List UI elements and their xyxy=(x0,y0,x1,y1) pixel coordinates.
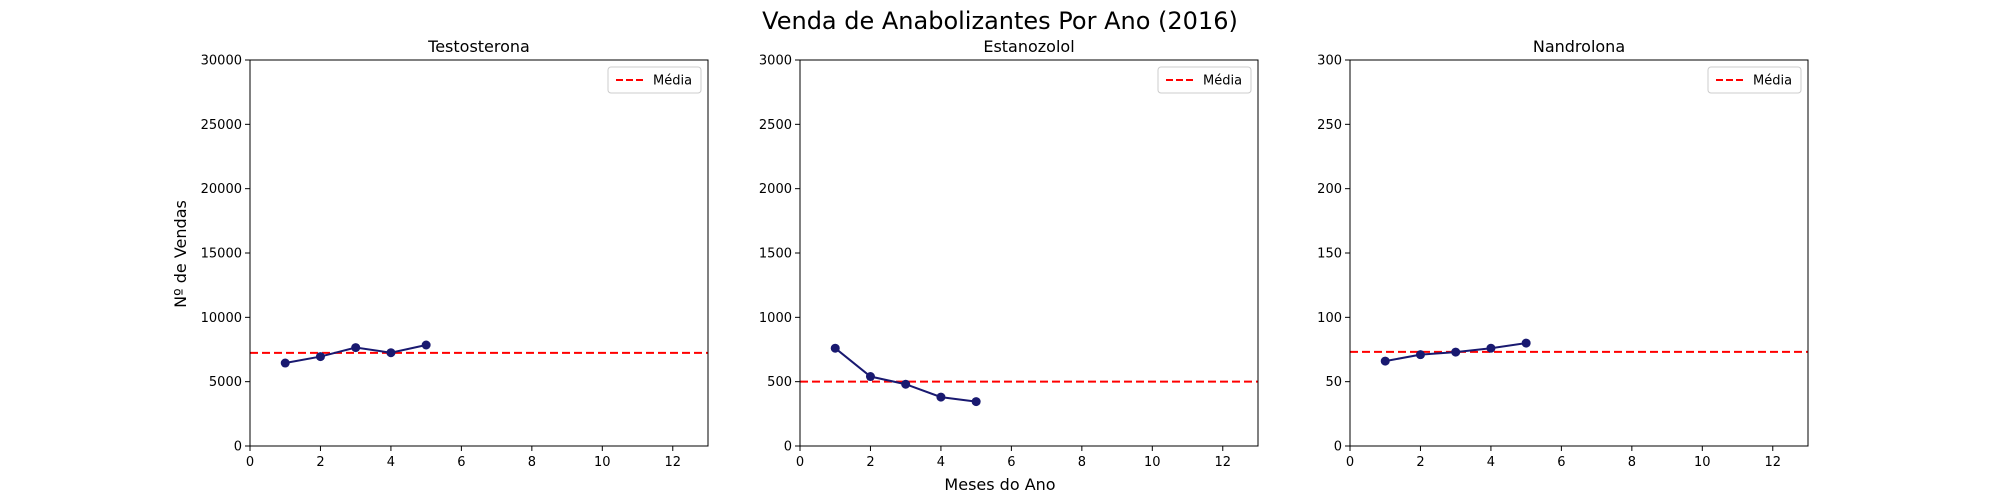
y-tick-label: 0 xyxy=(1334,440,1342,455)
subplot-2: Estanozolol 0 2 4 6 8 10 12 0 500 1000 1500 2000 2500… xyxy=(759,37,1259,470)
x-tick-label: 0 xyxy=(246,455,254,470)
axes-frame xyxy=(1349,59,1809,447)
data-point xyxy=(1451,347,1461,357)
x-tick-label: 6 xyxy=(457,455,465,470)
y-axis-label: Nº de Vendas xyxy=(171,200,190,308)
legend: Média xyxy=(1157,66,1252,94)
legend-box xyxy=(1157,66,1252,94)
data-point xyxy=(1380,356,1390,366)
y-tick-label: 1000 xyxy=(759,311,792,326)
x-tick-label: 12 xyxy=(1214,455,1231,470)
x-tick-label: 2 xyxy=(316,455,324,470)
legend-label: Média xyxy=(1203,74,1242,89)
x-tick-label: 12 xyxy=(664,455,681,470)
y-tick-label: 300 xyxy=(1317,54,1342,69)
x-tick-label: 0 xyxy=(796,455,804,470)
x-tick-label: 2 xyxy=(866,455,874,470)
axes-frame xyxy=(249,59,709,447)
subplot-title: Testosterona xyxy=(427,37,530,56)
subplot-1: Testosterona 0 2 4 6 8 10 12 0 5000 10000 15000 2000… xyxy=(201,37,709,470)
y-tick-label: 25000 xyxy=(201,118,242,133)
y-tick-label: 250 xyxy=(1317,118,1342,133)
data-point xyxy=(901,379,911,389)
axes-frame xyxy=(799,59,1259,447)
data-point xyxy=(280,358,290,368)
data-point xyxy=(865,372,875,382)
data-point xyxy=(1486,343,1496,353)
x-tick-label: 8 xyxy=(528,455,536,470)
x-tick-label: 4 xyxy=(387,455,395,470)
subplot-title: Nandrolona xyxy=(1533,37,1625,56)
data-point xyxy=(1521,338,1531,348)
y-tick-label: 50 xyxy=(1325,375,1342,390)
y-tick-label: 150 xyxy=(1317,247,1342,262)
x-tick-label: 6 xyxy=(1007,455,1015,470)
data-point xyxy=(386,348,396,358)
x-axis-label: Meses do Ano xyxy=(944,475,1055,494)
x-tick-label: 2 xyxy=(1416,455,1424,470)
legend: Média xyxy=(607,66,702,94)
y-tick-label: 500 xyxy=(767,375,792,390)
data-point xyxy=(830,343,840,353)
y-tick-label: 0 xyxy=(234,440,242,455)
y-tick-label: 15000 xyxy=(201,247,242,262)
x-tick-label: 4 xyxy=(937,455,945,470)
data-point xyxy=(351,343,361,353)
x-tick-label: 10 xyxy=(1694,455,1711,470)
x-tick-label: 8 xyxy=(1628,455,1636,470)
legend-box xyxy=(607,66,702,94)
y-tick-label: 3000 xyxy=(759,54,792,69)
y-tick-label: 10000 xyxy=(201,311,242,326)
x-tick-label: 0 xyxy=(1346,455,1354,470)
legend: Média xyxy=(1707,66,1802,94)
legend-label: Média xyxy=(1753,74,1792,89)
y-tick-label: 0 xyxy=(784,440,792,455)
x-tick-label: 12 xyxy=(1764,455,1781,470)
legend-box xyxy=(1707,66,1802,94)
x-tick-label: 8 xyxy=(1078,455,1086,470)
data-point xyxy=(421,340,431,350)
x-tick-label: 4 xyxy=(1487,455,1495,470)
data-point xyxy=(971,397,981,407)
legend-label: Média xyxy=(653,74,692,89)
data-point xyxy=(1415,350,1425,360)
y-tick-label: 30000 xyxy=(201,54,242,69)
x-tick-label: 6 xyxy=(1557,455,1565,470)
series-line xyxy=(834,347,977,403)
y-tick-label: 2000 xyxy=(759,182,792,197)
y-tick-label: 20000 xyxy=(201,182,242,197)
figure-title: Venda de Anabolizantes Por Ano (2016) xyxy=(762,7,1238,35)
x-tick-label: 10 xyxy=(594,455,611,470)
data-point xyxy=(936,392,946,402)
subplot-3: Nandrolona 0 2 4 6 8 10 12 0 50 100 150 200 250 300 Méd… xyxy=(1317,37,1809,470)
y-tick-label: 100 xyxy=(1317,311,1342,326)
y-tick-label: 5000 xyxy=(209,375,242,390)
y-tick-label: 1500 xyxy=(759,247,792,262)
subplot-title: Estanozolol xyxy=(983,37,1074,56)
x-tick-label: 10 xyxy=(1144,455,1161,470)
y-tick-label: 2500 xyxy=(759,118,792,133)
y-tick-label: 200 xyxy=(1317,182,1342,197)
data-point xyxy=(315,352,325,362)
